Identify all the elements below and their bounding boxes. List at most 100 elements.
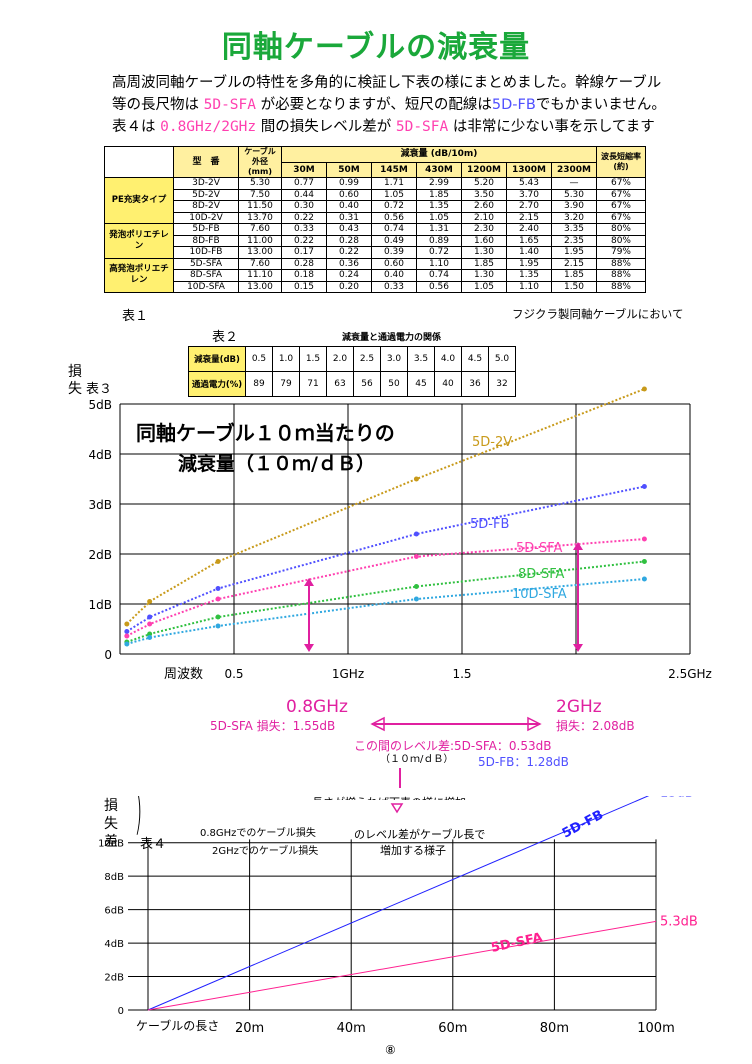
group-label: 高発泡ポリエチレン: [104, 257, 174, 293]
table-cell: 3.35: [551, 223, 597, 236]
table-cell: 3.70: [506, 188, 552, 201]
table-cell: 1.85: [416, 188, 462, 201]
table-cell: 10D-SFA: [173, 280, 239, 293]
table-cell: 8D-2V: [173, 200, 239, 213]
table-cell: 79%: [596, 246, 646, 259]
chart4-ylabel-3: 差: [104, 834, 118, 850]
table-cell: 8D-FB: [173, 234, 239, 247]
chart4-caption: 表４: [140, 837, 166, 852]
freq-header: 2300M: [551, 161, 597, 178]
table-cell: 0.72: [371, 200, 417, 213]
table-cell: 0.40: [371, 269, 417, 282]
series-label: 5D-FB: [560, 808, 606, 842]
y-tick-label: 10dB: [98, 839, 124, 850]
table-cell: 13.00: [238, 280, 282, 293]
y-tick-label: 4dB: [89, 448, 112, 462]
table-cell: 0.22: [281, 234, 327, 247]
table-cell: 0.22: [281, 211, 327, 224]
table-cell: 67%: [596, 177, 646, 190]
page-number: ⑧: [385, 1043, 396, 1057]
series-line: [126, 538, 645, 637]
att-cell: 5.0: [488, 346, 516, 372]
table-cell: 1.35: [506, 269, 552, 282]
chart4-note-4: 増加する様子: [380, 843, 446, 857]
att-cell: 2.0: [326, 346, 354, 372]
group-label: PE充実タイプ: [104, 177, 174, 224]
table-cell: 0.72: [416, 246, 462, 259]
chart3-ylabel-1: 損: [68, 364, 82, 380]
col-od: ケーブル外径(mm): [238, 146, 282, 178]
table-cell: 0.60: [326, 188, 372, 201]
table-cell: 1.85: [551, 269, 597, 282]
data-point: [413, 596, 419, 602]
table-cell: 5.43: [506, 177, 552, 190]
power-cell: 71: [299, 371, 327, 397]
table-cell: 0.36: [326, 257, 372, 270]
table-cell: 67%: [596, 211, 646, 224]
table-row: PE充実タイプ 3D-2V 5.30 0.77 0.99 1.71 2.99 5.20 5.43…: [104, 177, 646, 224]
att-cell: 3.0: [380, 346, 408, 372]
y-tick-label: 2dB: [89, 548, 112, 562]
table-cell: 1.60: [461, 234, 507, 247]
chart4-xlabel: ケーブルの長さ: [136, 1018, 219, 1033]
data-point: [147, 631, 153, 637]
chart3-caption: 表３: [86, 382, 112, 397]
table-cell: 0.22: [326, 246, 372, 259]
table-row: 8D-FB 11.00 0.22 0.28 0.49 0.89 1.60 1.65 2.35 80…: [105, 234, 646, 247]
y-tick-label: 0: [118, 1006, 124, 1017]
table-cell: 11.10: [238, 269, 282, 282]
freq-header: 1300M: [506, 161, 552, 178]
data-point: [215, 559, 221, 564]
table-cell: 2.35: [551, 234, 597, 247]
table-cell: 0.56: [416, 280, 462, 293]
table-row: 10D-SFA 13.00 0.15 0.20 0.33 0.56 1.05 1.10 1.50…: [105, 280, 646, 293]
table-cell: 13.00: [238, 246, 282, 259]
table-cell: 7.50: [238, 188, 282, 201]
table-cell: 0.28: [281, 257, 327, 270]
freq-header: 30M: [281, 161, 327, 178]
table-cell: 0.49: [371, 234, 417, 247]
table-cell: 0.44: [281, 188, 327, 201]
data-point: [215, 596, 221, 602]
data-point: [215, 614, 221, 620]
table-cell: 2.15: [551, 257, 597, 270]
table-cell: 1.71: [371, 177, 417, 190]
table-cell: 1.35: [416, 200, 462, 213]
table-cell: 2.30: [461, 223, 507, 236]
table-cell: 0.20: [326, 280, 372, 293]
att-cell: 1.5: [299, 346, 327, 372]
table-cell: 67%: [596, 188, 646, 201]
col-vf: 波長短縮率(約): [596, 146, 646, 178]
brace: ): [134, 796, 142, 841]
table-cell: 0.17: [281, 246, 327, 259]
power-cell: 63: [326, 371, 354, 397]
chart4-note-2: 2GHzでのケーブル損失: [212, 844, 318, 857]
freq-2ghz-label: 2GHz: [556, 697, 602, 717]
table-cell: 1.10: [506, 280, 552, 293]
data-point: [413, 476, 419, 482]
table-cell: 0.30: [281, 200, 327, 213]
series-label: 5D-2V: [472, 435, 512, 450]
power-cell: 32: [488, 371, 516, 397]
table-cell: 1.85: [461, 257, 507, 270]
table-cell: 0.33: [371, 280, 417, 293]
power-cell: 79: [272, 371, 300, 397]
table-cell: 0.28: [326, 234, 372, 247]
att-cell: 0.5: [245, 346, 273, 372]
att-cell: 4.5: [461, 346, 489, 372]
x-tick-label: 60m: [438, 1021, 467, 1036]
x-tick-label: 1.5: [452, 667, 471, 681]
data-point: [124, 621, 130, 627]
table-cell: 13.70: [238, 211, 282, 224]
y-tick-label: 6dB: [104, 906, 124, 917]
y-tick-label: 2dB: [104, 973, 124, 984]
series-line: [147, 920, 657, 1011]
data-point: [124, 633, 130, 639]
series-end-label: 5.3dB: [660, 914, 698, 929]
table-cell: 0.33: [281, 223, 327, 236]
chart3-subtitle: 減衰量（１０ｍ/ｄＢ）: [178, 452, 375, 475]
group-label: 発泡ポリエチレン: [104, 223, 174, 259]
power-cell: 56: [353, 371, 381, 397]
table-cell: 3.50: [461, 188, 507, 201]
